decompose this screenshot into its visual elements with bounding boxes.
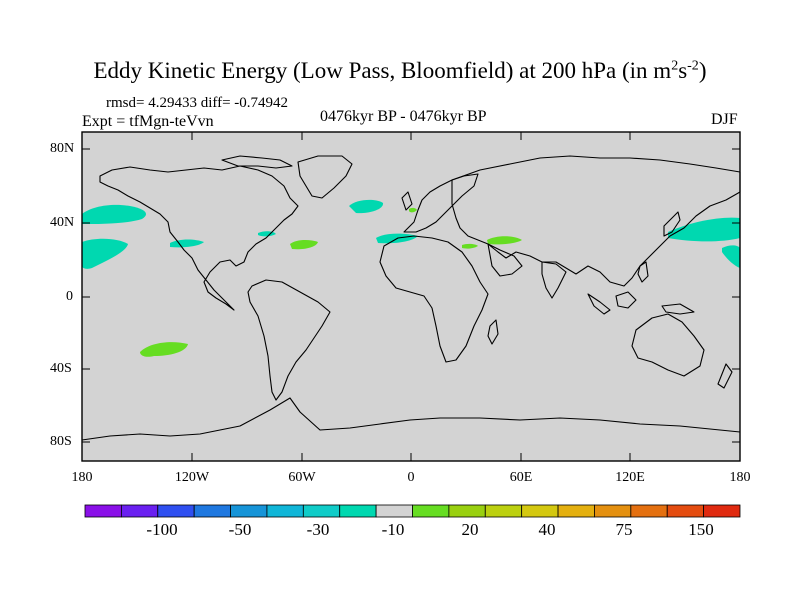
anomaly-green-middle-east [487, 236, 522, 245]
title-sup-2: -2 [687, 58, 699, 74]
anomaly-green-europe-small [409, 207, 417, 213]
colorbar-swatch [557, 504, 595, 518]
coast-arctic-islands [221, 155, 293, 169]
colorbar-swatch [230, 504, 268, 518]
colorbar-swatch [594, 504, 632, 518]
coast-greenland [297, 155, 353, 199]
coast-madagascar [487, 319, 499, 345]
colorbar [84, 504, 741, 518]
anomaly-cyan-west-pacific [668, 217, 740, 242]
lon-label-120e: 120E [615, 470, 645, 485]
coast-borneo [615, 291, 637, 309]
coast-europe [403, 173, 479, 233]
colorbar-swatch [84, 504, 122, 518]
coast-new-zealand [717, 363, 733, 389]
coast-sumatra [587, 293, 611, 315]
stats-text: rmsd= 4.29433 diff= -0.74942 [106, 95, 289, 111]
lon-label-60w: 60W [288, 470, 316, 485]
anomaly-cyan-west-pacific-south [722, 245, 740, 268]
lon-label-180e: 180 [729, 470, 751, 485]
colorbar-swatch [266, 504, 304, 518]
colorbar-swatch [521, 504, 559, 518]
period-label: 0476kyr BP - 0476kyr BP [320, 108, 487, 125]
colorbar-swatch [375, 504, 413, 518]
colorbar-label: 75 [615, 520, 633, 539]
anomaly-shading [82, 199, 740, 357]
lon-label-180w: 180 [71, 470, 93, 485]
lon-label-0: 0 [407, 470, 415, 485]
lon-label-120w: 120W [174, 470, 210, 485]
lon-label-60e: 60E [509, 470, 533, 485]
coastlines [81, 155, 741, 441]
colorbar-swatch [703, 504, 741, 518]
anomaly-green-levant [462, 243, 478, 249]
anomaly-cyan-gulf-alaska [82, 204, 146, 224]
colorbar-swatch [339, 504, 377, 518]
colorbar-label: -100 [146, 520, 178, 539]
lat-label-0: 0 [66, 289, 73, 304]
plot-title: Eddy Kinetic Energy (Low Pass, Bloomfiel… [0, 58, 800, 84]
anomaly-green-south-pacific [140, 342, 188, 357]
lat-label-80s: 80S [50, 434, 72, 449]
title-main: Eddy Kinetic Energy (Low Pass, Bloomfiel… [93, 58, 672, 83]
colorbar-swatch [448, 504, 486, 518]
coast-new-guinea [661, 303, 695, 315]
map-ticks [82, 132, 740, 461]
title-sup-1: 2 [671, 58, 679, 74]
colorbar-swatch [630, 504, 668, 518]
anomaly-cyan-central-pacific [82, 238, 128, 269]
colorbar-label: -30 [306, 520, 330, 539]
coast-antarctica [81, 397, 741, 441]
coast-arabia [487, 243, 523, 277]
coast-north-america [99, 165, 299, 311]
season-label: DJF [711, 111, 738, 128]
coast-india [541, 261, 567, 299]
coast-africa [379, 235, 489, 363]
coast-japan [663, 211, 681, 237]
anomaly-green-central-atlantic [290, 239, 318, 250]
colorbar-swatch [302, 504, 341, 518]
coast-philippines [637, 261, 649, 283]
map-ocean [82, 132, 740, 461]
colorbar-swatch [157, 504, 195, 518]
coast-british-isles [401, 191, 413, 211]
lat-label-80n: 80N [50, 141, 75, 156]
colorbar-swatch [120, 504, 159, 518]
colorbar-swatch [666, 504, 705, 518]
coast-south-america [247, 279, 331, 401]
coast-eurasia [451, 155, 741, 287]
title-mid: s [678, 58, 688, 83]
title-close: ) [698, 58, 707, 83]
coast-australia [631, 313, 705, 377]
lat-label-40n: 40N [50, 215, 75, 230]
colorbar-label: -50 [228, 520, 252, 539]
anomaly-cyan-pacific-small [170, 239, 204, 248]
anomaly-cyan-north-atlantic [349, 199, 384, 214]
lat-label-40s: 40S [50, 361, 72, 376]
colorbar-label: 40 [538, 520, 556, 539]
colorbar-label: 150 [688, 520, 714, 539]
colorbar-label: 20 [461, 520, 479, 539]
colorbar-label: -10 [381, 520, 405, 539]
colorbar-swatch [193, 504, 231, 518]
colorbar-swatch [484, 504, 523, 518]
colorbar-swatch [412, 504, 450, 518]
experiment-label: Expt = tfMgn-teVvn [82, 113, 214, 130]
